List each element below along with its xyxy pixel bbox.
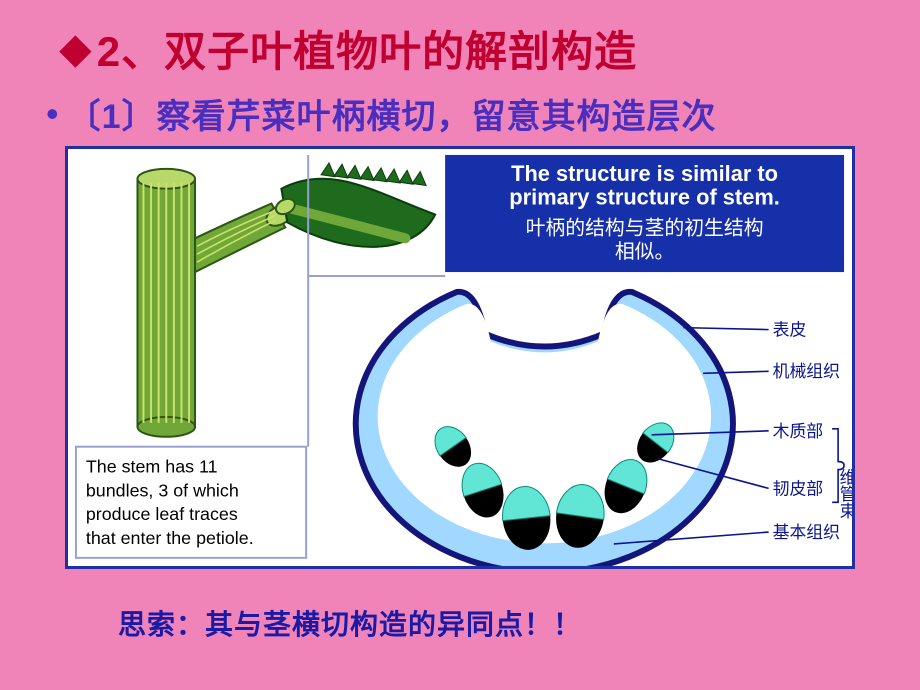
svg-text:The structure is similar to: The structure is similar to	[511, 161, 778, 186]
svg-text:机械组织: 机械组织	[773, 362, 840, 381]
svg-text:The stem has 11: The stem has 11	[86, 457, 218, 477]
title-row: ◆ 2、双子叶植物叶的解剖构造	[0, 0, 920, 85]
svg-text:bundles, 3 of which: bundles, 3 of which	[86, 480, 239, 500]
svg-text:相似。: 相似。	[615, 241, 674, 263]
thinking-prompt: 思索：其与茎横切构造的异同点！！	[118, 609, 582, 640]
subtitle-bullet-icon: •	[46, 96, 59, 132]
svg-text:that enter the petiole.: that enter the petiole.	[86, 528, 254, 548]
page-title: 2、双子叶植物叶的解剖构造	[97, 18, 637, 79]
svg-text:基本组织: 基本组织	[773, 523, 840, 542]
svg-text:木质部: 木质部	[773, 422, 824, 441]
svg-text:produce leaf traces: produce leaf traces	[86, 504, 238, 524]
subtitle-text: 〔1〕察看芹菜叶柄横切，留意其构造层次	[67, 89, 717, 138]
figure-container: The structure is similar toprimary struc…	[65, 146, 855, 569]
subtitle-row: • 〔1〕察看芹菜叶柄横切，留意其构造层次	[0, 85, 920, 146]
svg-text:韧皮部: 韧皮部	[773, 479, 824, 498]
svg-text:表皮: 表皮	[773, 321, 807, 340]
svg-text:叶柄的结构与茎的初生结构: 叶柄的结构与茎的初生结构	[526, 217, 764, 239]
svg-text:维管束: 维管束	[837, 468, 852, 519]
petiole-diagram: The structure is similar toprimary struc…	[68, 149, 852, 566]
svg-text:primary structure of stem.: primary structure of stem.	[509, 185, 780, 210]
thinking-row: 思索：其与茎横切构造的异同点！！	[0, 569, 920, 643]
title-bullet-icon: ◆	[60, 26, 91, 72]
